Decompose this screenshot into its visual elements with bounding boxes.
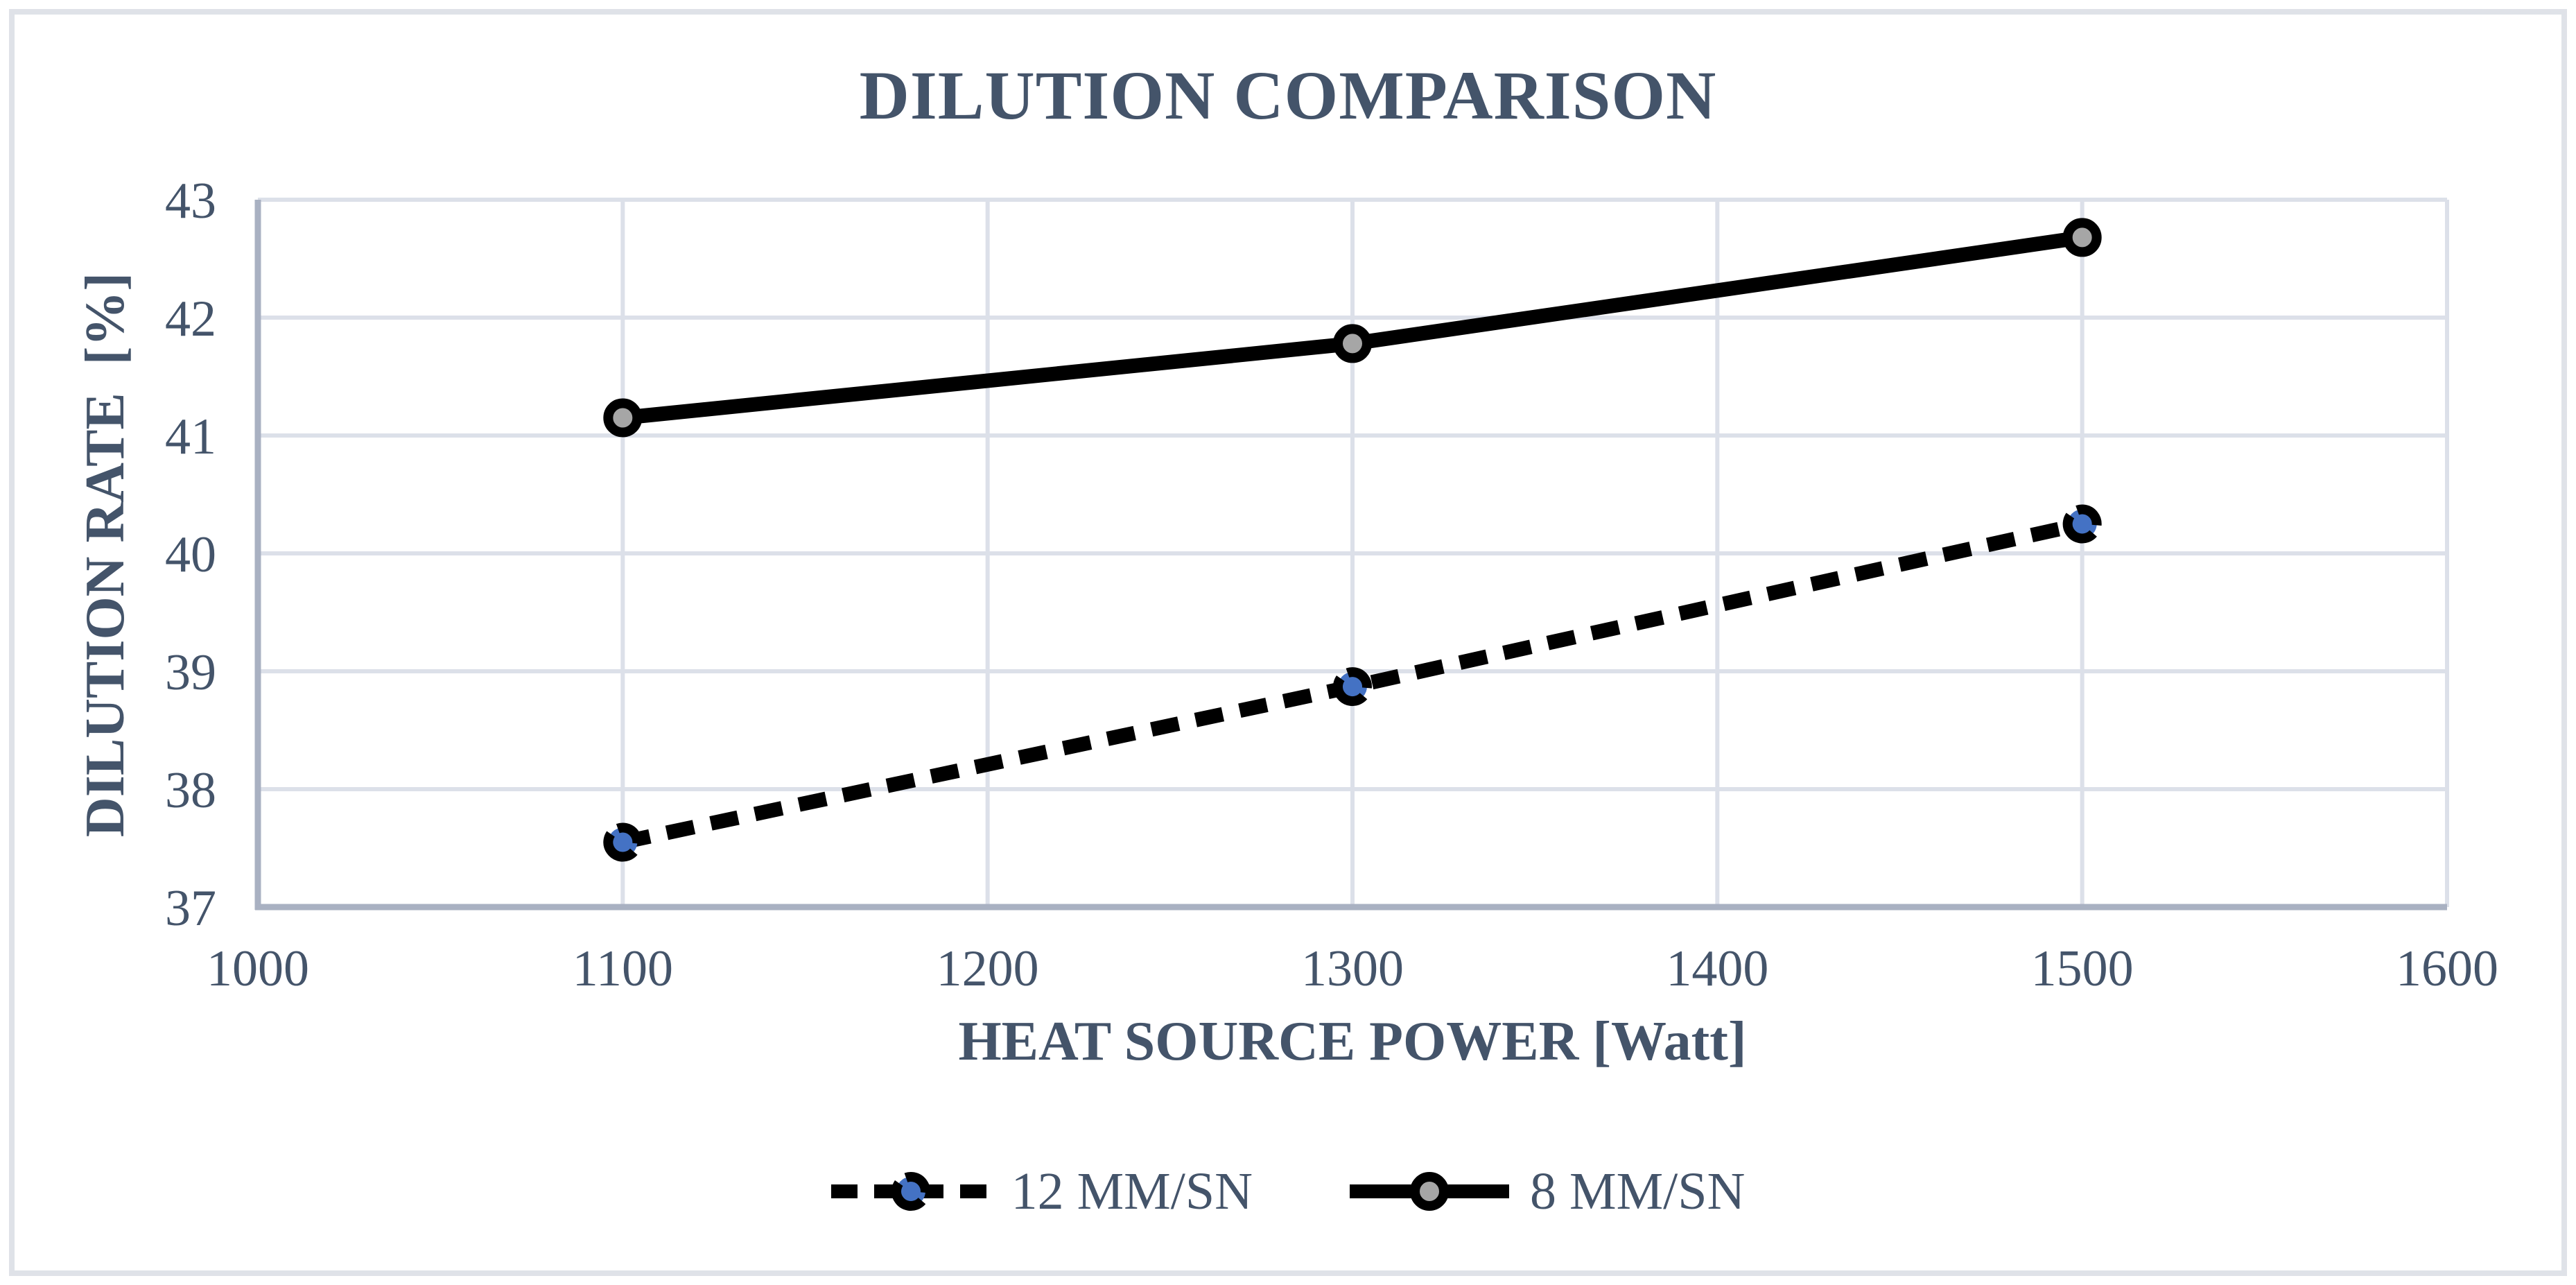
y-tick-label: 42 [165, 291, 216, 347]
data-point-marker [603, 822, 643, 862]
y-tick-label: 43 [165, 173, 216, 230]
data-point-marker [2062, 218, 2102, 257]
data-point-marker [1332, 667, 1372, 707]
chart-frame-border [9, 9, 2567, 1276]
chart-title: DILUTION COMPARISON [859, 57, 1717, 134]
x-tick-label: 1500 [2031, 940, 2134, 997]
y-tick-label: 38 [165, 762, 216, 819]
data-point-marker [603, 398, 643, 438]
y-tick-label: 41 [165, 408, 216, 465]
x-tick-label: 1400 [1666, 940, 1768, 997]
legend-label: 8 MM/SN [1530, 1162, 1746, 1221]
legend-item-12-mm-sn: 12 MM/SN [830, 1153, 1253, 1230]
y-tick-label: 37 [165, 880, 216, 937]
x-tick-label: 1100 [573, 940, 673, 997]
x-tick-label: 1000 [207, 940, 309, 997]
legend-dashed-line-marker-icon [830, 1172, 991, 1211]
x-axis-title: HEAT SOURCE POWER [Watt] [958, 1011, 1747, 1072]
y-tick-label: 39 [165, 644, 216, 701]
x-tick-label: 1200 [937, 940, 1039, 997]
legend-item-8-mm-sn: 8 MM/SN [1350, 1153, 1745, 1230]
legend: 12 MM/SN 8 MM/SN [0, 1153, 2576, 1230]
legend-label: 12 MM/SN [1011, 1162, 1253, 1221]
data-point-marker [1333, 324, 1372, 363]
y-axis-title: DILUTION RATE [%] [75, 272, 136, 838]
legend-solid-line-marker-icon [1350, 1172, 1509, 1211]
x-tick-label: 1300 [1301, 940, 1404, 997]
data-point-marker [2062, 504, 2102, 544]
legend-sample-marker [1410, 1172, 1449, 1211]
x-tick-label: 1600 [2396, 940, 2498, 997]
y-tick-label: 40 [165, 526, 216, 583]
legend-sample-marker [891, 1172, 930, 1211]
